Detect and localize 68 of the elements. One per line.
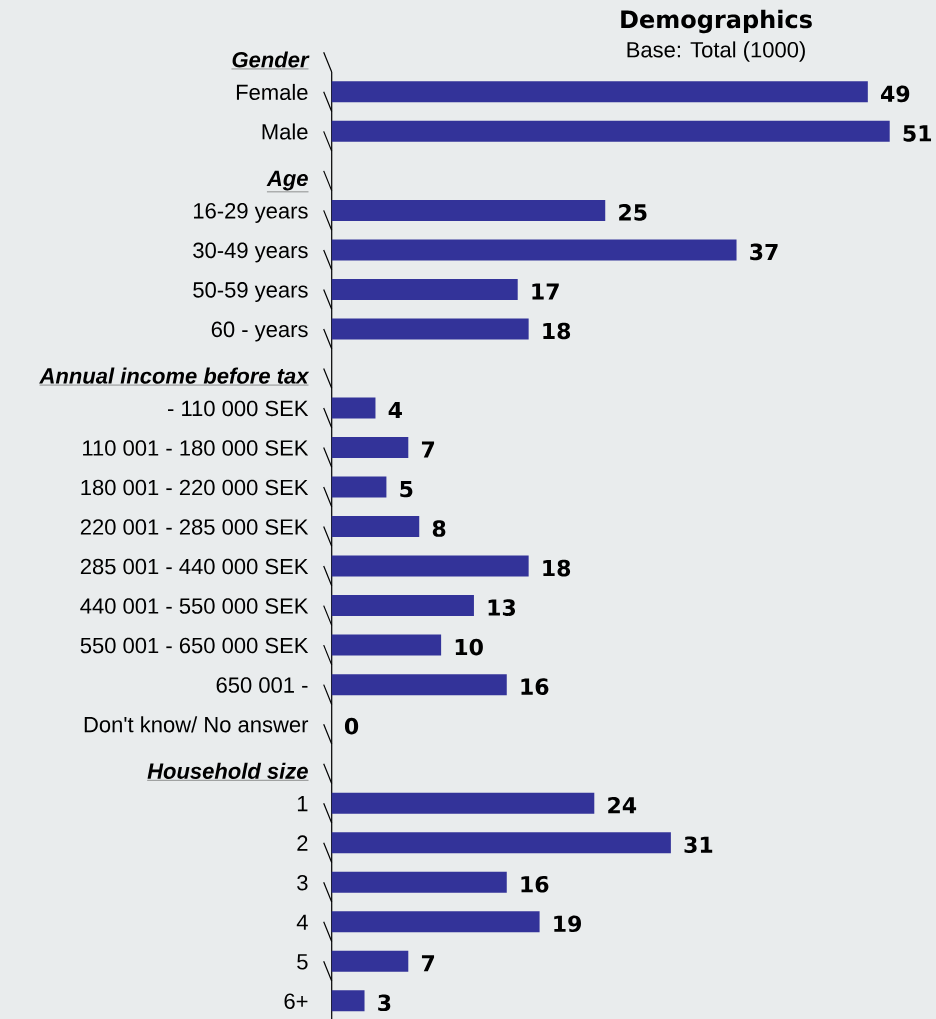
data-label: 18 (543, 559, 571, 577)
bar (331, 81, 868, 103)
y-tick-label: 50-59 years (193, 282, 308, 302)
y-tick-label: 285 001 - 440 000 SEK (80, 558, 309, 575)
y-tick-label: 1 (297, 796, 308, 812)
y-tick-label: 3 (297, 874, 308, 891)
data-label: 25 (619, 204, 647, 221)
data-label: 19 (554, 915, 581, 933)
bar (331, 832, 671, 854)
y-tick-label: - 110 000 SEK (168, 400, 309, 417)
y-tick-label: Household size (147, 762, 308, 779)
bar (331, 199, 606, 221)
y-tick-label: 180 001 - 220 000 SEK (81, 479, 309, 496)
chart-subtitle: Base: Total (1000) (627, 41, 805, 62)
data-label: 17 (532, 283, 559, 300)
y-tick-label: 650 001 - (216, 677, 308, 693)
data-label: 16 (521, 875, 549, 893)
data-label: 7 (421, 441, 435, 458)
bar (331, 595, 474, 617)
y-tick-label: Annual income before tax (39, 367, 310, 384)
bar (331, 476, 387, 498)
bar (331, 437, 409, 459)
chart-title: Demographics (621, 9, 812, 34)
data-label: 51 (903, 125, 932, 142)
bar (331, 239, 737, 261)
data-label: 0 (344, 717, 359, 735)
y-tick-label: Female (236, 83, 308, 101)
y-tick-label: Gender (232, 51, 310, 68)
y-tick-label: Age (266, 170, 308, 191)
bar (331, 555, 529, 577)
bar (331, 120, 890, 142)
bar (331, 674, 507, 696)
data-label: 7 (421, 955, 435, 972)
y-tick-label: Don't know/ No answer (84, 716, 309, 733)
bar (331, 911, 540, 933)
y-tick-label: 440 001 - 550 000 SEK (80, 598, 309, 614)
y-tick-label: 5 (297, 954, 308, 970)
data-label: 49 (881, 85, 910, 103)
data-label: 16 (521, 678, 549, 695)
bar (331, 516, 420, 538)
y-tick-label: 6+ (284, 993, 308, 1010)
y-tick-label: 4 (296, 914, 308, 930)
y-tick-label: 220 001 - 285 000 SEK (80, 519, 309, 535)
y-tick-label: Male (262, 123, 308, 140)
bar (331, 318, 529, 340)
y-tick-label: 550 001 - 650 000 SEK (80, 637, 309, 654)
bar (331, 397, 376, 419)
bar (331, 634, 442, 656)
y-tick-label: 2 (297, 835, 308, 851)
data-label: 4 (388, 401, 402, 418)
y-tick-label: 110 001 - 180 000 SEK (83, 440, 309, 456)
data-label: 31 (684, 836, 713, 854)
data-label: 3 (378, 994, 391, 1012)
bar (331, 792, 595, 814)
data-label: 18 (543, 322, 571, 340)
bar (331, 990, 365, 1012)
y-tick-label: 16-29 years (193, 203, 308, 223)
data-label: 8 (432, 520, 446, 537)
y-tick-label: 60 - years (211, 321, 308, 342)
bar (331, 871, 507, 893)
data-label: 24 (608, 796, 637, 814)
data-label: 13 (488, 599, 516, 616)
data-label: 5 (400, 481, 413, 498)
data-label: 37 (750, 243, 778, 261)
bar (331, 950, 409, 972)
data-label: 10 (455, 638, 483, 656)
y-tick-label: 30-49 years (193, 242, 308, 263)
bar (331, 278, 518, 300)
